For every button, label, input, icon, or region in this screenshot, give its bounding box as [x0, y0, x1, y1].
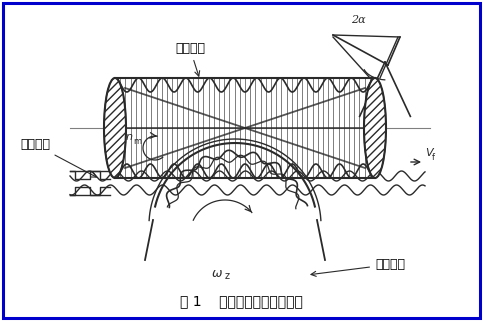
Text: 图 1    蜗杆砂轮与齿轮的啮合: 图 1 蜗杆砂轮与齿轮的啮合 [180, 294, 302, 308]
Text: 假想齿条: 假想齿条 [20, 138, 97, 177]
Text: 被磨齿轮: 被磨齿轮 [311, 258, 405, 276]
Text: m: m [133, 137, 141, 146]
Text: 蜗杆砂轮: 蜗杆砂轮 [175, 42, 205, 76]
Text: ω: ω [212, 267, 222, 280]
Text: z: z [225, 271, 229, 281]
Text: V: V [425, 148, 433, 158]
Ellipse shape [364, 78, 386, 178]
Text: n: n [126, 132, 133, 142]
Ellipse shape [104, 78, 126, 178]
Text: 2α: 2α [351, 15, 365, 25]
Text: f: f [432, 153, 435, 162]
